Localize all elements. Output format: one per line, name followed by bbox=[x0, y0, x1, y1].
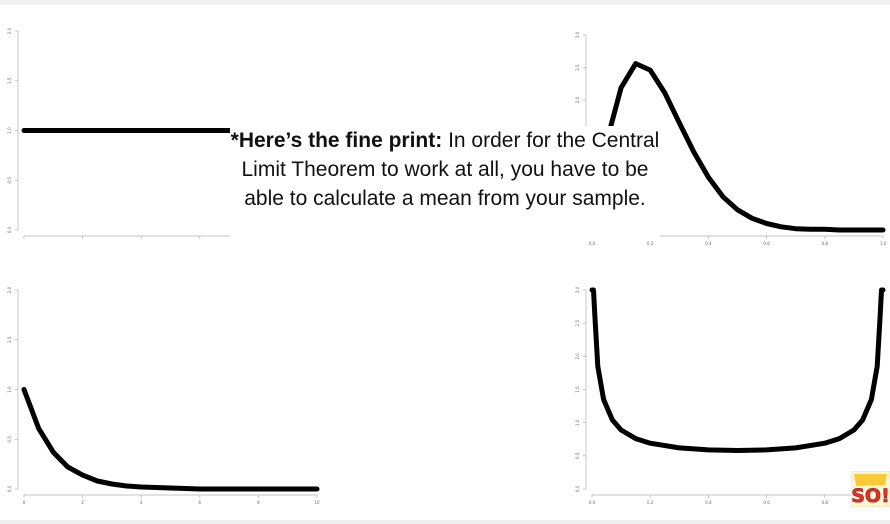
x-tick-label: 0.2 bbox=[647, 241, 654, 246]
x-tick-label: 0.8 bbox=[822, 500, 829, 505]
x-tick-label: 10 bbox=[314, 500, 320, 505]
x-tick-label: 0.0 bbox=[589, 241, 596, 246]
x-tick-label: 0.6 bbox=[763, 500, 770, 505]
chart-bottom-left: 0 2 4 6 8 10 0.0 0.5 1.0 1.5 2.0 bbox=[7, 286, 320, 505]
x-tick-label: 1.0 bbox=[880, 241, 887, 246]
x-tick-label: 0.0 bbox=[589, 500, 596, 505]
x-tick-label: 6 bbox=[199, 500, 202, 505]
x-tick-label: 2 bbox=[81, 500, 84, 505]
x-tick-label: 0.8 bbox=[822, 241, 829, 246]
logo-text: SO! bbox=[851, 485, 890, 507]
y-tick-label: 0.0 bbox=[7, 485, 12, 492]
y-tick-label: 2.0 bbox=[7, 27, 12, 34]
y-tick-label: 1.5 bbox=[7, 336, 12, 343]
top-strip bbox=[0, 0, 890, 5]
series-line bbox=[589, 287, 886, 453]
chart-bottom-right: 0.00.20.40.60.81.00.00.51.01.52.02.53.0 bbox=[575, 286, 887, 505]
y-tick-label: 0.5 bbox=[7, 177, 12, 184]
y-tick-label: 3.0 bbox=[575, 286, 580, 293]
fine-print-caption: *Here’s the fine print: In order for the… bbox=[230, 126, 660, 241]
y-tick-label: 1.5 bbox=[575, 386, 580, 393]
x-tick-label: 0.4 bbox=[705, 500, 712, 505]
y-tick-label: 1.0 bbox=[7, 127, 12, 134]
caption-body: In order for the Central Limit Theorem t… bbox=[241, 129, 660, 210]
channel-logo: SO! bbox=[851, 471, 890, 507]
y-tick-label: 0.0 bbox=[575, 485, 580, 492]
x-tick-label: 0.6 bbox=[763, 241, 770, 246]
x-tick-label: 4 bbox=[140, 500, 143, 505]
y-tick-label: 0.5 bbox=[575, 452, 580, 459]
y-tick-label: 2.5 bbox=[575, 320, 580, 327]
y-tick-label: 2.5 bbox=[575, 64, 580, 71]
series-line bbox=[589, 61, 886, 233]
y-tick-label: 3.0 bbox=[575, 31, 580, 38]
y-tick-label: 2.0 bbox=[575, 353, 580, 360]
x-tick-label: 0.2 bbox=[647, 500, 654, 505]
y-tick-label: 2.0 bbox=[7, 286, 12, 293]
y-tick-label: 0.0 bbox=[7, 226, 12, 233]
x-tick-label: 0 bbox=[23, 500, 26, 505]
y-tick-label: 0.5 bbox=[7, 436, 12, 443]
y-tick-label: 1.0 bbox=[575, 419, 580, 426]
bottom-strip bbox=[0, 520, 890, 524]
x-tick-label: 0.4 bbox=[705, 241, 712, 246]
y-tick-label: 2.0 bbox=[575, 96, 580, 103]
y-tick-label: 1.5 bbox=[7, 77, 12, 84]
series-line bbox=[21, 387, 320, 492]
y-tick-label: 1.0 bbox=[7, 386, 12, 393]
x-tick-label: 8 bbox=[257, 500, 260, 505]
caption-bold-lead: *Here’s the fine print: bbox=[230, 129, 443, 152]
